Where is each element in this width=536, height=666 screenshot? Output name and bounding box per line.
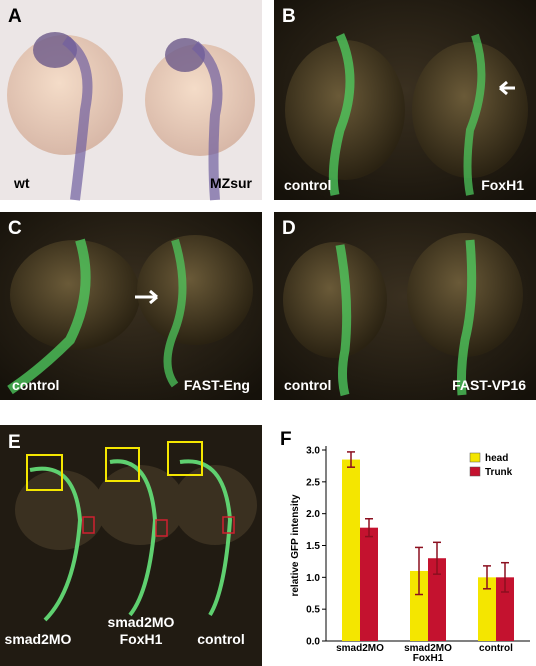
x-tick-label: control xyxy=(479,643,513,654)
y-tick-label: 2.5 xyxy=(306,477,320,488)
panel-label: FoxH1 xyxy=(481,177,524,193)
panel-label: FAST-Eng xyxy=(184,377,250,393)
panel-letter: F xyxy=(280,429,292,450)
panel-c-photo xyxy=(0,212,262,400)
y-tick-label: 1.5 xyxy=(306,541,320,552)
x-tick-label: smad2MO xyxy=(336,643,384,654)
y-tick-label: 0.5 xyxy=(306,605,320,616)
panel-letter: B xyxy=(282,6,296,27)
panel-label: control xyxy=(284,177,331,193)
panel-label: control xyxy=(12,377,59,393)
y-tick-label: 3.0 xyxy=(306,446,320,457)
panel-label: wt xyxy=(13,175,30,191)
panel-label: smad2MO xyxy=(4,631,72,647)
legend-swatch xyxy=(469,452,481,463)
panel-label: FAST-VP16 xyxy=(452,377,526,393)
bar xyxy=(496,577,514,641)
bar xyxy=(360,527,378,641)
panel-letter: A xyxy=(8,6,22,27)
legend-label: head xyxy=(485,453,508,464)
y-tick-label: 2.0 xyxy=(306,509,320,520)
y-tick-label: 0.0 xyxy=(306,637,320,648)
panel-e-photo xyxy=(0,425,262,666)
y-tick-label: 1.0 xyxy=(306,573,320,584)
x-tick-label: smad2MO FoxH1 xyxy=(404,643,452,664)
panel-a-photo xyxy=(0,0,262,201)
panel-b-photo xyxy=(274,0,536,200)
bar xyxy=(410,570,428,641)
panel-label: MZsur xyxy=(210,175,253,191)
bar xyxy=(478,577,496,641)
panel-label: smad2MO FoxH1 xyxy=(107,614,175,647)
y-axis-label: relative GFP intensity xyxy=(290,494,301,597)
legend-swatch xyxy=(469,466,481,477)
panel-letter: E xyxy=(8,432,21,453)
legend-label: Trunk xyxy=(485,467,513,478)
panel-letter: C xyxy=(8,218,22,239)
bar xyxy=(428,558,446,641)
bar xyxy=(342,459,360,641)
panel-d-photo xyxy=(274,212,536,400)
panel-label: control xyxy=(197,631,245,647)
panel-label: control xyxy=(284,377,331,393)
panel-letter: D xyxy=(282,218,296,239)
